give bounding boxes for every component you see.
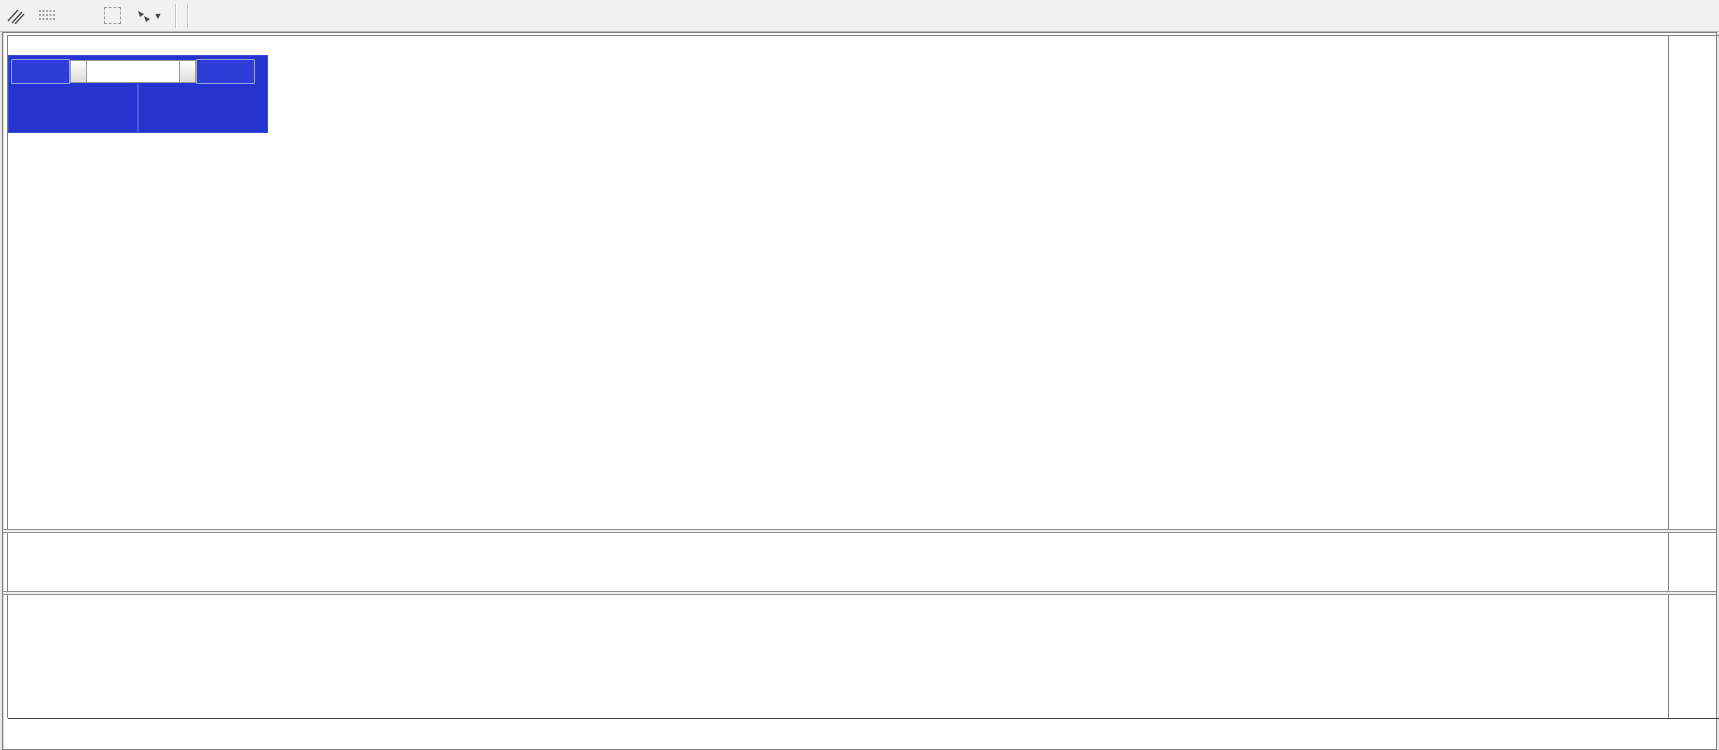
macd-splitter[interactable] (3, 529, 1716, 533)
one-click-trading-panel (8, 55, 268, 133)
volume-decrease-button[interactable] (70, 59, 87, 83)
fibonacci-icon[interactable] (33, 3, 63, 29)
rsi-splitter[interactable] (3, 591, 1716, 595)
rsi-panel-canvas[interactable] (8, 595, 1668, 716)
macd-panel-canvas[interactable] (8, 533, 1668, 589)
text-tool-icon[interactable] (65, 3, 95, 29)
toolbar-separator (187, 3, 189, 28)
plot-left-border (7, 35, 8, 718)
macd-label (12, 537, 22, 549)
sell-price[interactable] (9, 84, 139, 132)
chart-window (2, 32, 1717, 750)
buy-price[interactable] (139, 84, 267, 132)
chevron-down-icon: ▼ (153, 10, 163, 21)
sell-button[interactable] (11, 58, 70, 84)
symbol-header (14, 38, 38, 52)
equidistant-channel-icon[interactable] (1, 3, 31, 29)
rsi-label (12, 600, 17, 612)
volume-input[interactable] (87, 59, 179, 83)
buy-button[interactable] (196, 58, 255, 84)
plot-top-border (8, 35, 1719, 36)
text-label-icon[interactable] (97, 3, 127, 29)
arrows-dropdown-icon[interactable]: ▼ (129, 3, 169, 29)
volume-increase-button[interactable] (179, 59, 196, 83)
toolbar-separator (175, 3, 177, 28)
top-toolbar: ▼ (0, 0, 1719, 32)
time-axis-line (8, 718, 1719, 719)
price-axis-line (1668, 35, 1669, 718)
